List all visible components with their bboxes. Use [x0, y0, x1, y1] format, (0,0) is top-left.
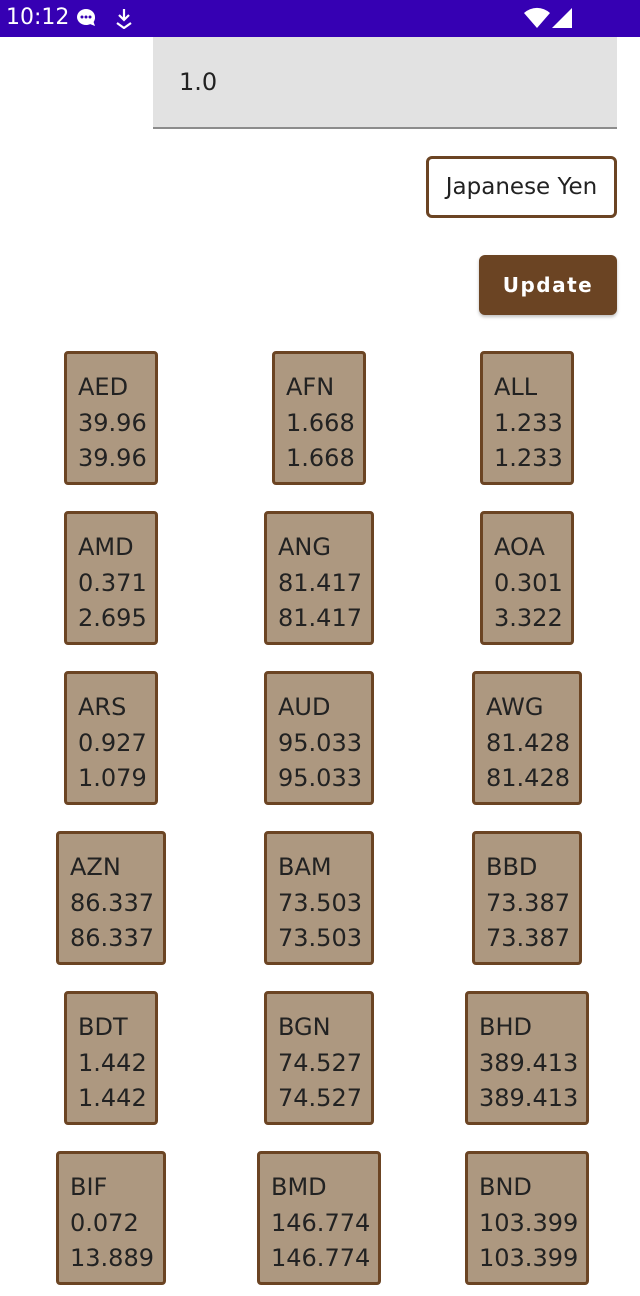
rate-card: AFN 1.668 1.668: [272, 351, 366, 485]
currency-code: ARS: [78, 693, 127, 721]
rate-value: 86.337: [70, 888, 154, 917]
rate-card: AED 39.96 39.96: [64, 351, 158, 485]
inverse-rate-value: 39.96: [78, 444, 147, 472]
amount-input[interactable]: [179, 65, 579, 99]
rate-card: BIF 0.072 13.889: [56, 1151, 166, 1285]
status-time: 10:12: [6, 5, 70, 30]
rate-card: AMD 0.371 2.695: [64, 511, 158, 645]
rate-card: AZN 86.337 86.337: [56, 831, 166, 965]
rate-value: 389.413: [479, 1048, 579, 1077]
inverse-rate-value: 73.503: [278, 924, 362, 952]
currency-code: BMD: [271, 1173, 327, 1201]
currency-code: BDT: [78, 1013, 128, 1041]
currency-code: AWG: [486, 693, 544, 721]
rate-value: 103.399: [479, 1208, 579, 1237]
rate-value: 95.033: [278, 728, 362, 757]
rate-value: 1.233: [494, 408, 563, 437]
rate-value: 73.387: [486, 888, 570, 917]
rate-card: ARS 0.927 1.079: [64, 671, 158, 805]
currency-code: AMD: [78, 533, 134, 561]
notification-download-icon: [114, 7, 134, 33]
rate-value: 39.96: [78, 408, 147, 437]
currency-code: AED: [78, 373, 129, 401]
currency-code: AZN: [70, 853, 121, 881]
inverse-rate-value: 1.079: [78, 764, 147, 792]
inverse-rate-value: 103.399: [479, 1244, 579, 1272]
rate-card: BGN 74.527 74.527: [264, 991, 374, 1125]
currency-code: BHD: [479, 1013, 532, 1041]
cellular-signal-icon: [550, 6, 574, 34]
rate-value: 73.503: [278, 888, 362, 917]
rate-value: 74.527: [278, 1048, 362, 1077]
inverse-rate-value: 1.442: [78, 1084, 147, 1112]
currency-code: ALL: [494, 373, 538, 401]
rate-value: 1.668: [286, 408, 355, 437]
currency-code: BBD: [486, 853, 538, 881]
rate-value: 146.774: [271, 1208, 371, 1237]
rate-value: 0.072: [70, 1208, 139, 1237]
inverse-rate-value: 13.889: [70, 1244, 154, 1272]
rate-card: AOA 0.301 3.322: [480, 511, 574, 645]
rate-value: 0.301: [494, 568, 563, 597]
inverse-rate-value: 81.428: [486, 764, 570, 792]
inverse-rate-value: 95.033: [278, 764, 362, 792]
inverse-rate-value: 74.527: [278, 1084, 362, 1112]
inverse-rate-value: 86.337: [70, 924, 154, 952]
currency-code: BND: [479, 1173, 532, 1201]
inverse-rate-value: 1.668: [286, 444, 355, 472]
rate-card: BHD 389.413 389.413: [465, 991, 589, 1125]
rate-value: 81.417: [278, 568, 362, 597]
rate-value: 0.927: [78, 728, 147, 757]
currency-code: BGN: [278, 1013, 331, 1041]
rate-card: ANG 81.417 81.417: [264, 511, 374, 645]
rate-card: BDT 1.442 1.442: [64, 991, 158, 1125]
rate-card: BMD 146.774 146.774: [257, 1151, 381, 1285]
rate-card: ALL 1.233 1.233: [480, 351, 574, 485]
currency-code: AUD: [278, 693, 331, 721]
notification-chat-icon: [75, 7, 99, 33]
inverse-rate-value: 1.233: [494, 444, 563, 472]
rate-card: BAM 73.503 73.503: [264, 831, 374, 965]
currency-code: AOA: [494, 533, 545, 561]
currency-selector[interactable]: Japanese Yen: [426, 156, 617, 218]
update-button-label: Update: [502, 273, 594, 297]
wifi-icon: [523, 6, 551, 34]
rate-value: 81.428: [486, 728, 570, 757]
rate-value: 0.371: [78, 568, 147, 597]
inverse-rate-value: 146.774: [271, 1244, 371, 1272]
amount-field[interactable]: [153, 37, 617, 129]
currency-code: AFN: [286, 373, 335, 401]
rate-card: BND 103.399 103.399: [465, 1151, 589, 1285]
currency-code: BAM: [278, 853, 332, 881]
inverse-rate-value: 389.413: [479, 1084, 579, 1112]
inverse-rate-value: 73.387: [486, 924, 570, 952]
currency-code: ANG: [278, 533, 331, 561]
inverse-rate-value: 2.695: [78, 604, 147, 632]
status-bar: 10:12: [0, 0, 640, 37]
currency-selector-label: Japanese Yen: [445, 174, 598, 200]
rate-card: AWG 81.428 81.428: [472, 671, 582, 805]
rate-value: 1.442: [78, 1048, 147, 1077]
rate-card: AUD 95.033 95.033: [264, 671, 374, 805]
rate-card: BBD 73.387 73.387: [472, 831, 582, 965]
update-button[interactable]: Update: [479, 255, 617, 315]
inverse-rate-value: 3.322: [494, 604, 563, 632]
currency-code: BIF: [70, 1173, 108, 1201]
inverse-rate-value: 81.417: [278, 604, 362, 632]
